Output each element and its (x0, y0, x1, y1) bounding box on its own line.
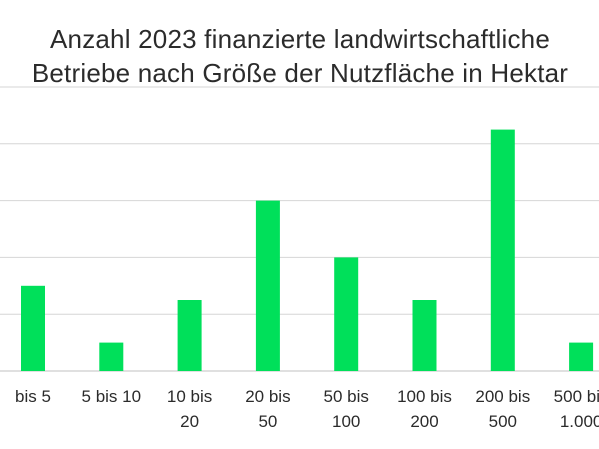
x-tick-label: bis 5 (15, 387, 51, 406)
x-tick-label: 50 bis (324, 387, 369, 406)
bar (569, 342, 594, 371)
bar (334, 257, 359, 371)
chart-title-line-1: Anzahl 2023 finanzierte landwirtschaftli… (50, 24, 550, 54)
bar (177, 300, 202, 371)
x-tick-label: 50 (258, 412, 277, 431)
bar (490, 129, 515, 371)
x-tick-label: 10 bis (167, 387, 212, 406)
chart-title-line-2: Betriebe nach Größe der Nutzfläche in He… (31, 58, 569, 88)
x-tick-label: 20 (180, 412, 199, 431)
x-tick-label: 500 bis (554, 387, 599, 406)
x-tick-label: 100 (332, 412, 360, 431)
bar (21, 285, 45, 371)
bar (255, 200, 280, 371)
bar (412, 300, 437, 371)
bar (99, 342, 124, 371)
x-tick-label: 5 bis 10 (82, 387, 142, 406)
x-tick-label: 20 bis (245, 387, 290, 406)
x-tick-label: 100 bis (397, 387, 452, 406)
x-tick-label: 200 bis (475, 387, 530, 406)
x-tick-label: 500 (489, 412, 517, 431)
x-tick-label: 200 (410, 412, 438, 431)
x-tick-label: 1.000 (560, 412, 599, 431)
